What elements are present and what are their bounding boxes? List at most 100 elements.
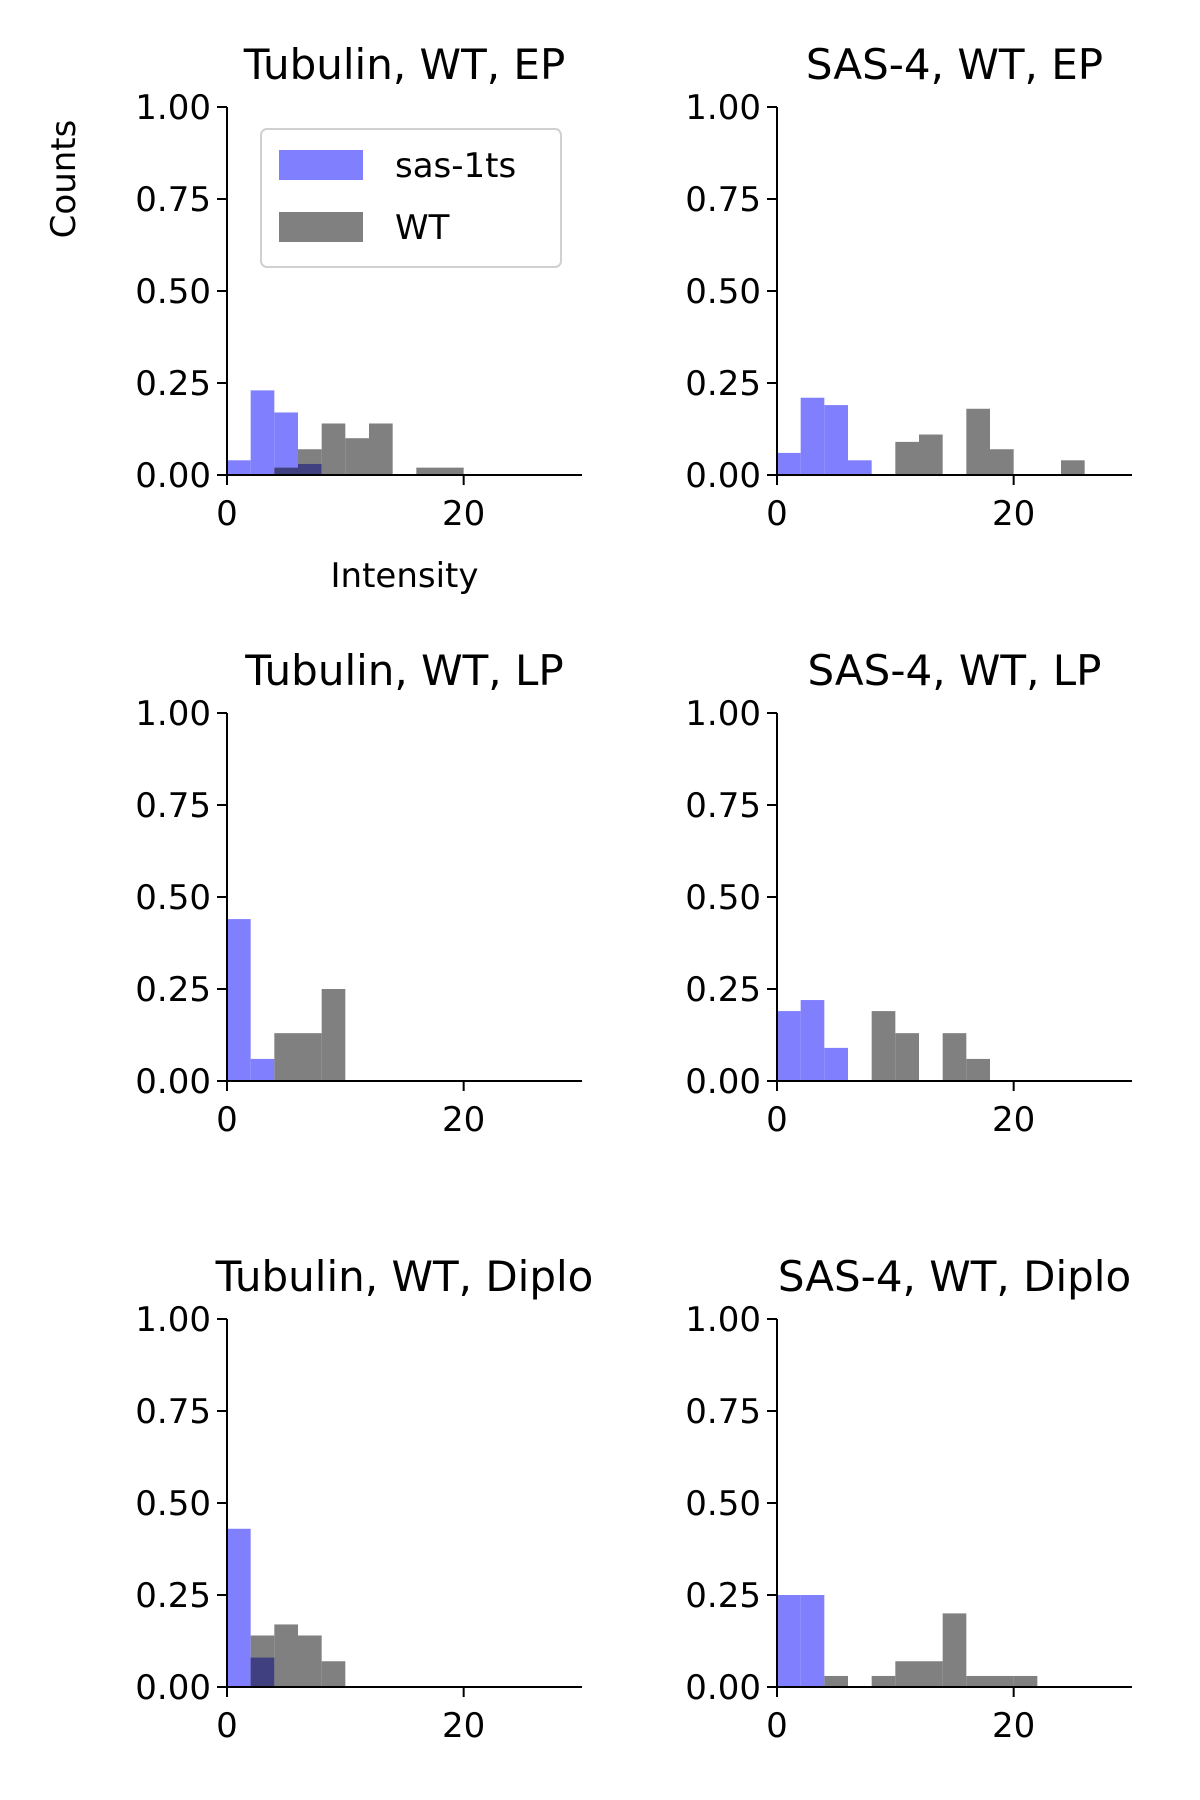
bar-wt bbox=[966, 408, 990, 475]
x-tick-label: 20 bbox=[442, 1100, 485, 1140]
y-tick-label: 0.25 bbox=[685, 970, 761, 1010]
bar-sas-1ts bbox=[800, 1000, 825, 1081]
panel-title: Tubulin, WT, LP bbox=[244, 646, 563, 695]
bar-sas-1ts bbox=[227, 460, 251, 475]
histogram-panel: 0.00 0.25 0.50 0.75 1.00 0 20 Tubulin, WT, Dipl… bbox=[135, 1252, 593, 1746]
x-axis-label: Intensity bbox=[331, 556, 479, 596]
bar-sas-1ts bbox=[800, 1595, 825, 1687]
bar-wt bbox=[369, 423, 393, 475]
y-tick-label: 0.75 bbox=[685, 1392, 761, 1432]
histogram-panel: 0.00 0.25 0.50 0.75 1.00 0 20 SAS-4, WT, EP bbox=[685, 40, 1132, 534]
bar-wt bbox=[871, 1675, 896, 1687]
bar-wt bbox=[895, 441, 919, 475]
bar-overlap bbox=[298, 463, 322, 475]
legend-label: WT bbox=[395, 208, 450, 248]
bar-sas-1ts bbox=[848, 460, 872, 475]
bar-sas-1ts bbox=[250, 1058, 275, 1081]
bar-sas-1ts bbox=[227, 1528, 251, 1687]
bar-wt bbox=[274, 1033, 298, 1081]
y-tick-label: 0.50 bbox=[685, 272, 761, 312]
y-tick-label: 1.00 bbox=[685, 88, 761, 128]
y-tick-label: 0.25 bbox=[685, 1576, 761, 1616]
x-tick-label: 20 bbox=[442, 1706, 485, 1746]
panel-title: SAS-4, WT, LP bbox=[807, 646, 1101, 695]
panel-title: SAS-4, WT, EP bbox=[806, 40, 1103, 89]
histogram-panel: 0.00 0.25 0.50 0.75 1.00 0 20 Tubulin, WT, EP bbox=[135, 40, 582, 534]
y-tick-label: 0.25 bbox=[135, 1576, 211, 1616]
bar-sas-1ts bbox=[777, 1011, 801, 1081]
y-tick-label: 0.25 bbox=[685, 364, 761, 404]
y-tick-label: 0.75 bbox=[135, 1392, 211, 1432]
y-tick-label: 0.75 bbox=[135, 180, 211, 220]
y-axis-label: Counts bbox=[44, 120, 84, 239]
bar-sas-1ts bbox=[824, 1047, 848, 1081]
y-tick-label: 0.75 bbox=[685, 786, 761, 826]
bar-overlap bbox=[274, 467, 298, 475]
x-tick-label: 20 bbox=[992, 494, 1035, 534]
bar-wt bbox=[440, 467, 464, 475]
bar-wt bbox=[321, 1661, 346, 1687]
y-tick-label: 0.50 bbox=[135, 1484, 211, 1524]
bar-wt bbox=[321, 423, 346, 475]
bar-wt bbox=[1061, 460, 1085, 475]
bar-wt bbox=[942, 1033, 967, 1081]
bar-wt bbox=[966, 1058, 990, 1081]
y-tick-label: 0.25 bbox=[135, 970, 211, 1010]
x-tick-label: 20 bbox=[442, 494, 485, 534]
x-tick-label: 20 bbox=[992, 1706, 1035, 1746]
bar-overlap bbox=[250, 1657, 275, 1687]
y-tick-label: 0.00 bbox=[135, 456, 211, 496]
bar-wt bbox=[274, 1624, 298, 1687]
bar-sas-1ts bbox=[227, 919, 251, 1081]
bar-wt bbox=[942, 1613, 967, 1687]
y-tick-label: 1.00 bbox=[685, 694, 761, 734]
bar-wt bbox=[990, 449, 1014, 475]
bar-wt bbox=[824, 1675, 848, 1687]
bar-wt bbox=[345, 438, 369, 475]
y-tick-label: 0.50 bbox=[135, 878, 211, 918]
bar-wt bbox=[895, 1661, 919, 1687]
y-tick-label: 0.00 bbox=[685, 1668, 761, 1708]
bar-sas-1ts bbox=[824, 405, 848, 475]
bar-wt bbox=[298, 1635, 322, 1687]
y-tick-label: 0.50 bbox=[685, 1484, 761, 1524]
y-tick-label: 1.00 bbox=[135, 88, 211, 128]
bar-sas-1ts bbox=[274, 412, 298, 475]
bar-sas-1ts bbox=[777, 1595, 801, 1687]
y-tick-label: 0.00 bbox=[135, 1668, 211, 1708]
bar-wt bbox=[298, 1033, 322, 1081]
y-tick-label: 0.00 bbox=[685, 456, 761, 496]
y-tick-label: 0.25 bbox=[135, 364, 211, 404]
y-tick-label: 0.00 bbox=[685, 1062, 761, 1102]
panel-title: Tubulin, WT, Diplo bbox=[215, 1252, 594, 1301]
y-tick-label: 1.00 bbox=[685, 1300, 761, 1340]
y-tick-label: 1.00 bbox=[135, 694, 211, 734]
y-tick-label: 0.00 bbox=[135, 1062, 211, 1102]
x-tick-label: 0 bbox=[766, 1100, 788, 1140]
y-tick-label: 0.75 bbox=[135, 786, 211, 826]
panel-title: SAS-4, WT, Diplo bbox=[778, 1252, 1131, 1301]
y-tick-label: 0.50 bbox=[685, 878, 761, 918]
bar-wt bbox=[919, 1661, 943, 1687]
x-tick-label: 0 bbox=[766, 494, 788, 534]
y-tick-label: 0.75 bbox=[685, 180, 761, 220]
bar-wt bbox=[416, 467, 440, 475]
bar-wt bbox=[990, 1675, 1014, 1687]
x-tick-label: 0 bbox=[216, 494, 238, 534]
y-tick-label: 1.00 bbox=[135, 1300, 211, 1340]
bar-wt bbox=[321, 989, 346, 1081]
x-tick-label: 20 bbox=[992, 1100, 1035, 1140]
bar-sas-1ts bbox=[800, 397, 825, 475]
panel-title: Tubulin, WT, EP bbox=[243, 40, 566, 89]
y-tick-label: 0.50 bbox=[135, 272, 211, 312]
x-tick-label: 0 bbox=[766, 1706, 788, 1746]
x-tick-label: 0 bbox=[216, 1100, 238, 1140]
histogram-panel: 0.00 0.25 0.50 0.75 1.00 0 20 SAS-4, WT, Diplo bbox=[685, 1252, 1132, 1746]
legend-label: sas-1ts bbox=[395, 146, 516, 186]
bar-wt bbox=[895, 1033, 919, 1081]
bar-sas-1ts bbox=[250, 390, 275, 475]
histogram-panel: 0.00 0.25 0.50 0.75 1.00 0 20 SAS-4, WT, LP bbox=[685, 646, 1132, 1140]
legend: sas-1ts WT bbox=[260, 128, 562, 268]
bar-wt bbox=[966, 1675, 990, 1687]
